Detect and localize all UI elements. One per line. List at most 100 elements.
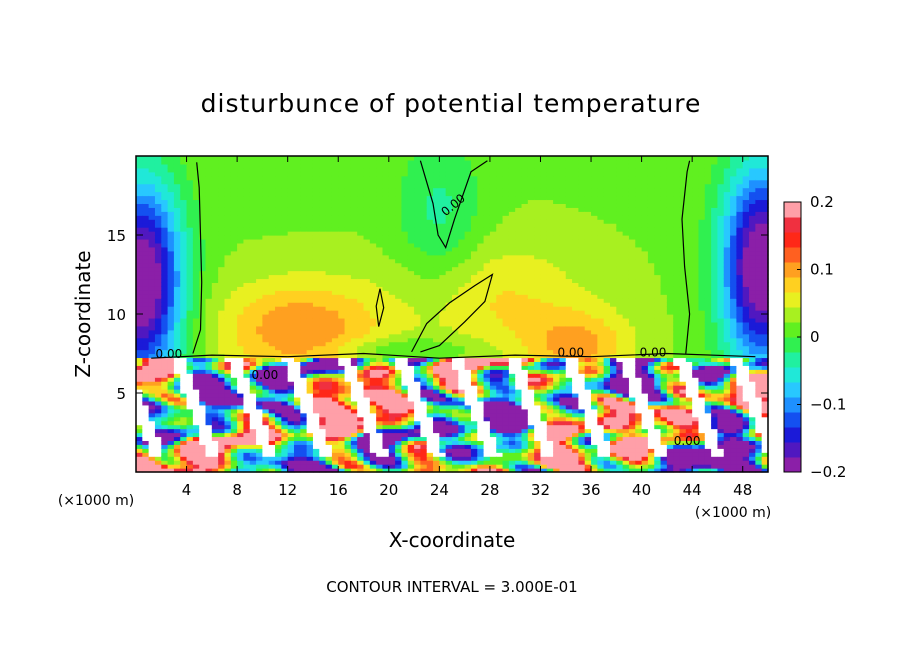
heatmap-cell bbox=[136, 203, 143, 208]
heatmap-cell bbox=[237, 325, 245, 331]
heatmap-cell bbox=[496, 452, 504, 457]
heatmap-cell bbox=[515, 282, 523, 287]
heatmap-cell bbox=[173, 460, 181, 465]
heatmap-cell bbox=[312, 254, 320, 260]
heatmap-cell bbox=[508, 156, 516, 161]
heatmap-cell bbox=[268, 187, 276, 193]
heatmap-cell bbox=[357, 432, 365, 438]
heatmap-cell bbox=[439, 171, 447, 177]
heatmap-cell bbox=[407, 345, 415, 351]
heatmap-cell bbox=[154, 341, 162, 347]
heatmap-cell bbox=[445, 373, 453, 378]
heatmap-cell bbox=[154, 298, 162, 303]
heatmap-cell bbox=[142, 219, 150, 224]
heatmap-cell bbox=[331, 207, 339, 212]
heatmap-cell bbox=[515, 464, 523, 469]
heatmap-cell bbox=[243, 175, 251, 181]
heatmap-cell bbox=[312, 464, 320, 469]
heatmap-cell bbox=[433, 191, 440, 197]
heatmap-cell bbox=[338, 183, 346, 189]
heatmap-cell bbox=[458, 235, 466, 240]
heatmap-cell bbox=[489, 310, 497, 315]
heatmap-cell bbox=[230, 250, 238, 256]
heatmap-cell bbox=[161, 460, 169, 465]
heatmap-cell bbox=[205, 341, 213, 347]
heatmap-cell bbox=[420, 400, 428, 406]
heatmap-cell bbox=[369, 329, 377, 335]
heatmap-cell bbox=[369, 187, 377, 193]
heatmap-cell bbox=[199, 207, 207, 212]
heatmap-cell bbox=[199, 238, 207, 244]
heatmap-cell bbox=[136, 317, 143, 323]
heatmap-cell bbox=[426, 195, 434, 201]
heatmap-cell bbox=[180, 440, 188, 445]
heatmap-cell bbox=[218, 179, 226, 185]
heatmap-cell bbox=[350, 254, 358, 260]
heatmap-cell bbox=[344, 199, 352, 204]
heatmap-cell bbox=[180, 412, 188, 418]
heatmap-cell bbox=[426, 329, 434, 335]
heatmap-cell bbox=[205, 223, 213, 228]
heatmap-cell bbox=[230, 345, 238, 351]
heatmap-cell bbox=[275, 329, 282, 335]
heatmap-cell bbox=[199, 444, 207, 449]
heatmap-cell bbox=[445, 377, 453, 382]
heatmap-cell bbox=[300, 428, 308, 434]
heatmap-cell bbox=[224, 187, 232, 193]
heatmap-cell bbox=[136, 432, 143, 438]
heatmap-cell bbox=[420, 314, 428, 319]
heatmap-cell bbox=[338, 298, 346, 303]
heatmap-cell bbox=[489, 223, 497, 228]
heatmap-cell bbox=[521, 361, 529, 366]
heatmap-cell bbox=[306, 373, 314, 378]
heatmap-cell bbox=[136, 254, 143, 260]
heatmap-cell bbox=[496, 278, 504, 283]
heatmap-cell bbox=[470, 191, 478, 197]
heatmap-cell bbox=[357, 235, 365, 240]
heatmap-cell bbox=[395, 235, 403, 240]
heatmap-cell bbox=[508, 262, 516, 268]
heatmap-cell bbox=[262, 400, 270, 406]
heatmap-cell bbox=[268, 302, 276, 307]
heatmap-cell bbox=[325, 377, 333, 382]
heatmap-cell bbox=[464, 460, 472, 465]
heatmap-cell bbox=[489, 199, 497, 204]
heatmap-cell bbox=[161, 329, 169, 335]
heatmap-cell bbox=[433, 266, 440, 272]
heatmap-cell bbox=[433, 258, 440, 264]
heatmap-cell bbox=[300, 444, 308, 449]
heatmap-cell bbox=[136, 444, 143, 449]
heatmap-cell bbox=[186, 235, 194, 240]
heatmap-cell bbox=[521, 187, 529, 193]
heatmap-cell bbox=[300, 167, 308, 173]
heatmap-cell bbox=[445, 404, 453, 410]
heatmap-cell bbox=[167, 468, 175, 473]
heatmap-cell bbox=[173, 444, 181, 449]
heatmap-cell bbox=[483, 345, 491, 351]
heatmap-cell bbox=[211, 231, 219, 236]
heatmap-cell bbox=[230, 349, 238, 355]
heatmap-cell bbox=[262, 278, 270, 283]
heatmap-cell bbox=[319, 298, 327, 303]
heatmap-cell bbox=[262, 262, 270, 268]
heatmap-cell bbox=[180, 365, 188, 370]
heatmap-cell bbox=[294, 246, 301, 252]
heatmap-cell bbox=[287, 211, 295, 216]
heatmap-cell bbox=[199, 333, 207, 339]
heatmap-cell bbox=[319, 179, 327, 185]
heatmap-cell bbox=[508, 452, 516, 457]
heatmap-cell bbox=[515, 365, 523, 370]
heatmap-cell bbox=[186, 381, 194, 386]
heatmap-cell bbox=[407, 270, 415, 276]
heatmap-cell bbox=[363, 325, 371, 331]
heatmap-cell bbox=[502, 306, 510, 311]
heatmap-cell bbox=[502, 211, 510, 216]
heatmap-cell bbox=[369, 420, 377, 426]
heatmap-cell bbox=[414, 235, 421, 240]
heatmap-cell bbox=[369, 452, 377, 457]
heatmap-cell bbox=[395, 156, 403, 161]
heatmap-cell bbox=[199, 329, 207, 335]
heatmap-cell bbox=[433, 420, 440, 426]
heatmap-cell bbox=[142, 290, 150, 295]
heatmap-cell bbox=[369, 207, 377, 212]
